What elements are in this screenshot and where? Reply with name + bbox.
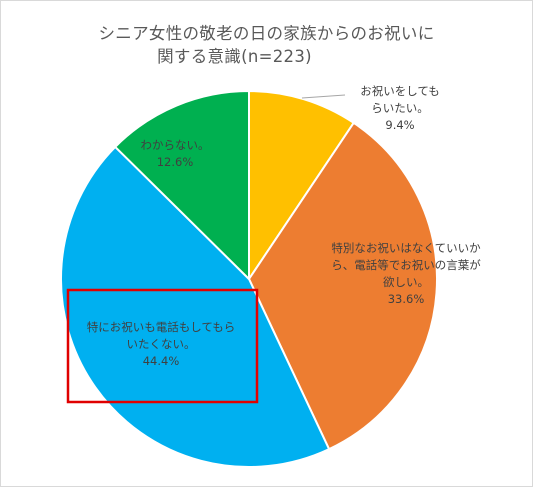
slice-dont-know-label: わからない。 12.6% [141,138,210,169]
slice-want-celebration-value: 9.4% [385,118,414,132]
slice-call-only-label-line: 特別なお祝いはなくていいか [331,241,481,255]
slice-want-celebration-label-line: お祝いをしても [360,84,440,98]
slice-call-only-value: 33.6% [388,292,425,306]
chart-title-line-1: シニア女性の敬老の日の家族からのお祝いに [98,24,435,43]
slice-want-celebration [248,89,356,283]
slice-call-only [247,121,438,451]
slice-call-only-label-line: ら、電話等でお祝いの言葉が [331,258,481,272]
slice-no-celebration-label: 特にお祝いも電話もしてもらいたくない。 44.4% [87,320,236,368]
slice-no-celebration-value: 44.4% [143,354,180,368]
slice-dont-know [113,89,250,282]
slice-no-celebration [59,145,331,468]
slice-dont-know-label-line: わからない。 [141,138,210,152]
slice-want-celebration-label: お祝いをしてもらいたい。 9.4% [360,84,440,132]
chart-title-line-2: 関する意識(n=223) [157,47,312,66]
slice-call-only-label-line: 欲しい。 [383,275,429,289]
slice-dont-know-value: 12.6% [157,155,194,169]
slice-call-only-label: 特別なお祝いはなくていいから、電話等でお祝いの言葉が欲しい。 33.6% [331,241,481,306]
slice-want-celebration-label-line: らいたい。 [371,101,429,115]
slice-no-celebration-label-line: いたくない。 [127,337,196,351]
slice-no-celebration-label-line: 特にお祝いも電話もしてもら [87,320,236,334]
highlight-box [66,288,259,404]
leader-line [301,94,346,99]
